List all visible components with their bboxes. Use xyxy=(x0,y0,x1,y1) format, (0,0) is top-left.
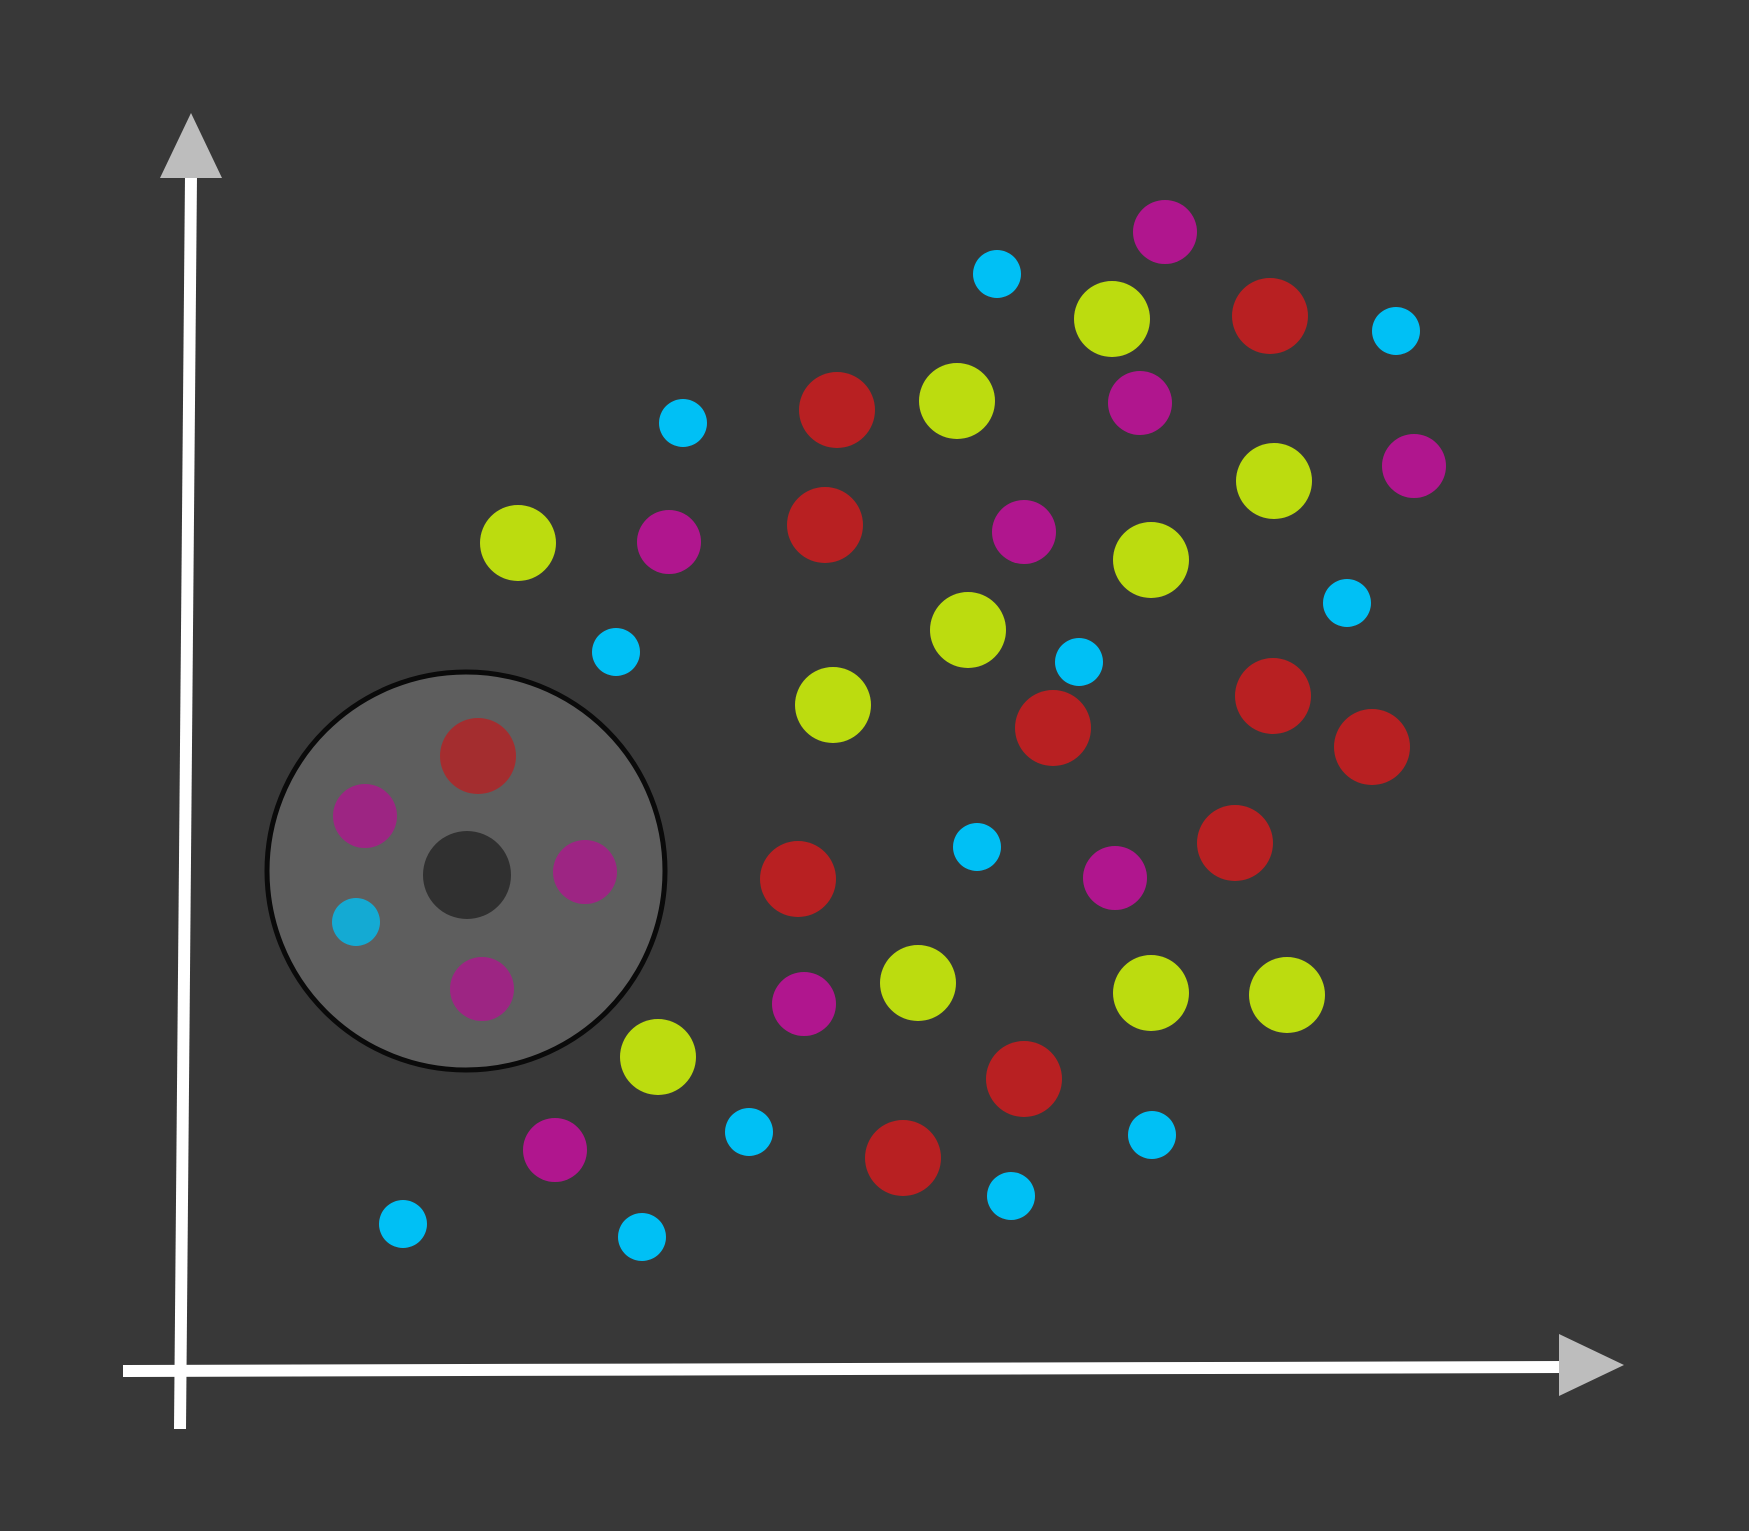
data-point-red xyxy=(1334,709,1410,785)
data-point-cyan xyxy=(953,823,1001,871)
x-axis xyxy=(122,1361,1567,1377)
data-point-red xyxy=(760,841,836,917)
data-point-cyan xyxy=(618,1213,666,1261)
axes xyxy=(122,113,1624,1430)
data-point-red xyxy=(1197,805,1273,881)
data-point-cyan xyxy=(1372,307,1420,355)
data-point-lime xyxy=(1113,522,1189,598)
data-point-red xyxy=(799,372,875,448)
data-point-cyan xyxy=(725,1108,773,1156)
data-point-lime xyxy=(1236,443,1312,519)
data-point-lime xyxy=(795,667,871,743)
neighbors-layer xyxy=(332,718,617,1021)
data-point-magenta xyxy=(1108,371,1172,435)
neighbor-point-magenta xyxy=(333,784,397,848)
data-point-cyan xyxy=(1055,638,1103,686)
data-point-lime xyxy=(1074,281,1150,357)
x-axis-arrowhead xyxy=(1559,1334,1624,1396)
data-point-red xyxy=(1232,278,1308,354)
data-point-cyan xyxy=(659,399,707,447)
data-point-lime xyxy=(620,1019,696,1095)
data-point-lime xyxy=(480,505,556,581)
data-point-magenta xyxy=(637,510,701,574)
data-point-red xyxy=(787,487,863,563)
data-point-red xyxy=(1015,690,1091,766)
neighbor-point-magenta xyxy=(553,840,617,904)
data-point-cyan xyxy=(379,1200,427,1248)
data-point-cyan xyxy=(1128,1111,1176,1159)
neighborhood-group xyxy=(264,669,668,1073)
y-axis-arrowhead xyxy=(160,113,222,178)
y-axis xyxy=(174,174,197,1430)
data-point-red xyxy=(986,1041,1062,1117)
data-point-magenta xyxy=(992,500,1056,564)
data-point-cyan xyxy=(987,1172,1035,1220)
data-point-magenta xyxy=(1133,200,1197,264)
neighbor-point-magenta xyxy=(450,957,514,1021)
data-point-cyan xyxy=(973,250,1021,298)
data-point-magenta xyxy=(1083,846,1147,910)
data-point-magenta xyxy=(1382,434,1446,498)
data-point-lime xyxy=(1249,957,1325,1033)
data-point-red xyxy=(865,1120,941,1196)
data-point-lime xyxy=(919,363,995,439)
data-point-lime xyxy=(880,945,956,1021)
data-point-red xyxy=(1235,658,1311,734)
data-point-lime xyxy=(930,592,1006,668)
data-point-cyan xyxy=(1323,579,1371,627)
neighbor-point-red xyxy=(440,718,516,794)
neighbor-point-cyan xyxy=(332,898,380,946)
data-point-cyan xyxy=(592,628,640,676)
points-layer xyxy=(379,200,1446,1261)
data-point-magenta xyxy=(772,972,836,1036)
data-point-lime xyxy=(1113,955,1189,1031)
query-point xyxy=(423,831,511,919)
data-point-magenta xyxy=(523,1118,587,1182)
